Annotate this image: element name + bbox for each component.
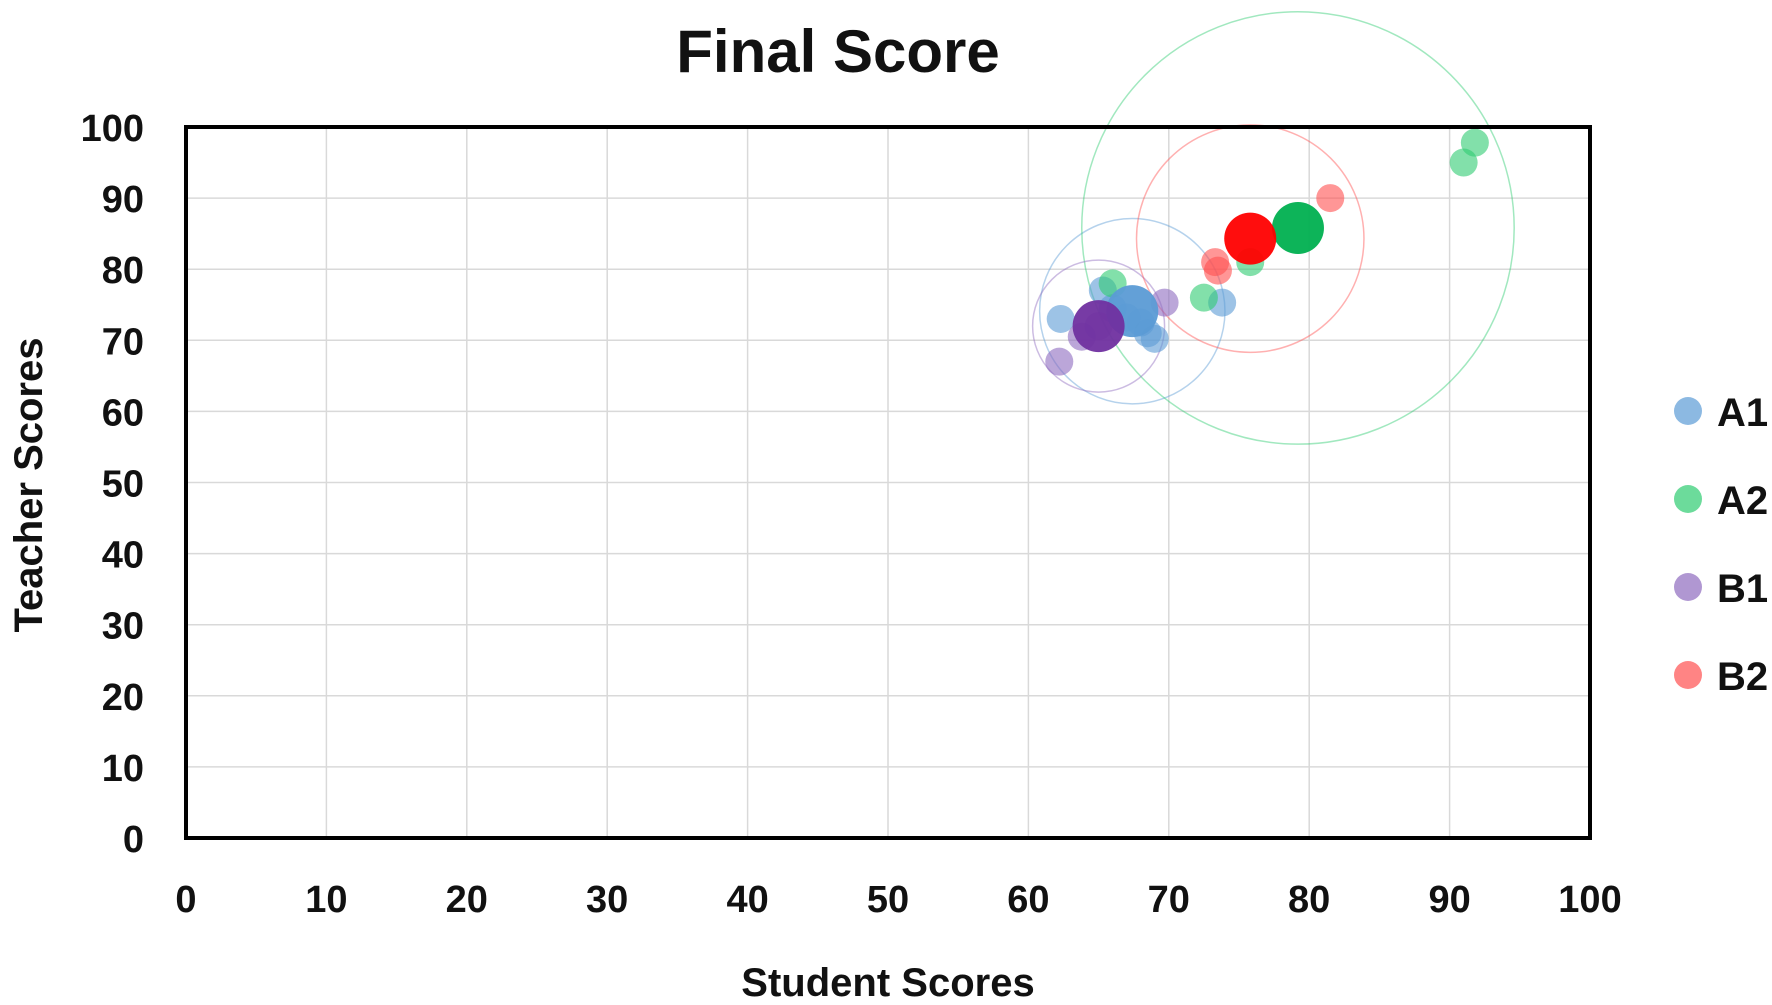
x-tick-label: 50 bbox=[867, 879, 909, 921]
x-tick-label: 10 bbox=[305, 879, 347, 921]
y-tick-label: 30 bbox=[102, 606, 144, 648]
x-tick-label: 70 bbox=[1148, 879, 1190, 921]
mean-point-b2 bbox=[1224, 212, 1277, 265]
legend-label-b2: B2 bbox=[1717, 655, 1768, 699]
legend-label-a2: A2 bbox=[1717, 479, 1768, 523]
legend-marker-a2 bbox=[1674, 485, 1702, 513]
mean-points bbox=[1072, 201, 1324, 353]
spread-circle-a2 bbox=[1081, 10, 1515, 445]
x-tick-label: 80 bbox=[1288, 879, 1330, 921]
y-tick-label: 70 bbox=[102, 321, 144, 363]
legend: A1 A2 B1 B2 bbox=[1674, 391, 1768, 699]
plot-frame bbox=[184, 125, 1592, 840]
x-tick-label: 30 bbox=[586, 879, 628, 921]
point-a1 bbox=[1046, 304, 1075, 333]
spread-circles bbox=[1031, 10, 1515, 445]
point-a2 bbox=[1460, 128, 1489, 157]
y-axis-label: Teacher Scores bbox=[7, 338, 51, 633]
y-tick-label: 0 bbox=[123, 819, 144, 861]
mean-point-b1 bbox=[1072, 300, 1125, 353]
point-b2 bbox=[1203, 256, 1232, 285]
y-tick-label: 90 bbox=[102, 179, 144, 221]
legend-marker-a1 bbox=[1674, 397, 1702, 425]
spread-circle-b2 bbox=[1135, 124, 1365, 354]
y-axis-ticks: 0 10 20 30 40 50 60 70 80 90 100 bbox=[81, 108, 144, 861]
x-tick-label: 100 bbox=[1558, 879, 1621, 921]
legend-label-a1: A1 bbox=[1717, 391, 1768, 435]
y-tick-label: 80 bbox=[102, 250, 144, 292]
gridlines bbox=[185, 126, 1591, 839]
spread-circle-b1 bbox=[1031, 259, 1166, 393]
x-tick-label: 60 bbox=[1007, 879, 1049, 921]
y-tick-label: 50 bbox=[102, 464, 144, 506]
chart-title: Final Score bbox=[676, 18, 999, 85]
y-tick-label: 100 bbox=[81, 108, 144, 150]
x-tick-label: 90 bbox=[1428, 879, 1470, 921]
legend-label-b1: B1 bbox=[1717, 567, 1768, 611]
legend-marker-b1 bbox=[1674, 573, 1702, 601]
y-tick-label: 10 bbox=[102, 748, 144, 790]
x-axis-label: Student Scores bbox=[741, 961, 1034, 1005]
x-axis-ticks: 0 10 20 30 40 50 60 70 80 90 100 bbox=[175, 879, 1621, 921]
y-tick-label: 20 bbox=[102, 677, 144, 719]
point-b2 bbox=[1316, 184, 1345, 213]
point-a2 bbox=[1189, 283, 1218, 312]
x-tick-label: 20 bbox=[446, 879, 488, 921]
mean-point-a2 bbox=[1271, 201, 1324, 254]
y-tick-label: 40 bbox=[102, 535, 144, 577]
x-tick-label: 40 bbox=[726, 879, 768, 921]
point-b1 bbox=[1045, 347, 1074, 376]
legend-marker-b2 bbox=[1674, 661, 1702, 689]
y-tick-label: 60 bbox=[102, 392, 144, 434]
x-tick-label: 0 bbox=[175, 879, 196, 921]
